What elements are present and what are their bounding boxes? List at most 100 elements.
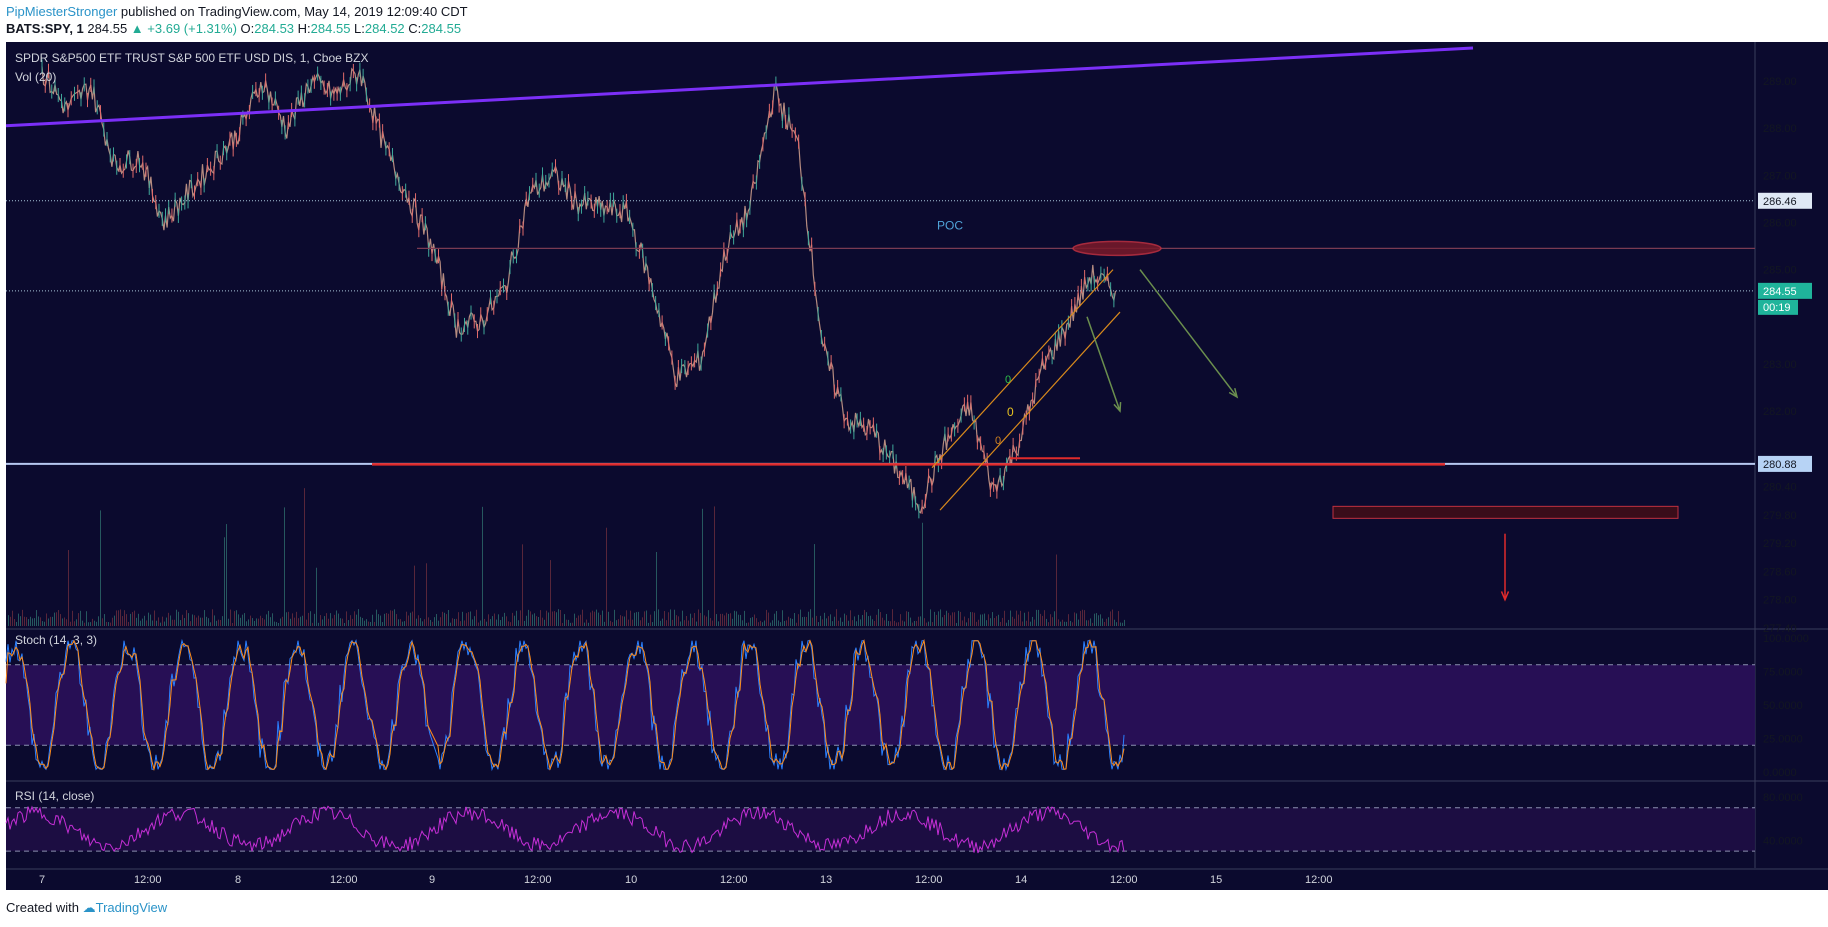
volume-bar [48,618,49,626]
volume-bar [206,616,207,626]
volume-bar [112,617,113,626]
volume-bar [830,614,831,626]
volume-bar [372,614,373,626]
volume-bar [472,619,473,626]
close-label: C: [408,21,422,36]
volume-bar [254,620,255,626]
volume-bar [470,611,471,626]
volume-bar [448,609,449,626]
volume-bar [730,613,731,626]
volume-bar [712,620,713,626]
stoch-tick-label: 100.0000 [1763,633,1809,645]
volume-bar [54,612,55,626]
volume-bar [656,552,657,626]
volume-bar [100,510,101,626]
current-price-tag: 284.55 [1763,286,1797,298]
volume-bar [484,618,485,626]
volume-bar [564,614,565,626]
volume-bar [920,616,921,626]
volume-bar [434,617,435,626]
volume-bar [156,620,157,626]
volume-bar [328,618,329,626]
volume-bar [508,621,509,626]
volume-bar [946,610,947,626]
volume-bar [954,612,955,626]
stoch-tick-label: 0.0000 [1763,767,1797,779]
volume-bar [220,619,221,626]
volume-bar [840,617,841,626]
stoch-k-line [5,638,1125,772]
volume-bar [816,615,817,626]
volume-bar [850,610,851,626]
volume-bar [346,611,347,626]
volume-bar [400,619,401,626]
tradingview-link[interactable]: TradingView [95,900,168,915]
volume-bar [256,618,257,626]
volume-bar [944,614,945,626]
volume-bar [782,610,783,626]
time-tick-label: 7 [39,874,45,886]
volume-bar [752,617,753,626]
volume-bar [1048,622,1049,626]
volume-bar [770,622,771,626]
volume-bar [600,614,601,626]
volume-bar [1036,609,1037,626]
volume-bar [796,622,797,626]
volume-bar [970,612,971,626]
wave-label: 0 [1005,374,1011,386]
volume-bar [182,614,183,626]
volume-bar [676,615,677,626]
volume-bar [552,611,553,626]
volume-bar [566,619,567,626]
volume-bar [962,620,963,626]
volume-bar [932,622,933,626]
volume-bar [740,614,741,626]
volume-bar [228,618,229,626]
volume-bar [692,617,693,626]
volume-bar [178,611,179,626]
volume-bar [162,616,163,626]
volume-bar [1110,611,1111,626]
volume-bar [430,619,431,626]
author-link[interactable]: PipMiesterStronger [6,4,118,19]
volume-bar [1008,619,1009,626]
volume-bar [30,616,31,626]
price-tick-label: 278.00 [1763,595,1797,607]
volume-bar [726,612,727,626]
volume-bar [648,622,649,626]
volume-bar [258,618,259,626]
volume-bar [758,622,759,626]
volume-bar [742,620,743,626]
volume-bar [392,610,393,626]
volume-bar [1034,619,1035,626]
volume-bar [760,620,761,626]
volume-bar [378,614,379,626]
volume-bar [812,617,813,626]
tradingview-logo-icon: ☁ [82,900,96,915]
volume-bar [1112,609,1113,626]
footer: Created with ☁TradingView [6,900,167,916]
volume-bar [192,614,193,626]
volume-bar [338,613,339,626]
volume-bar [314,613,315,626]
volume-bar [1012,616,1013,626]
volume-bar [120,609,121,626]
volume-bar [744,610,745,626]
volume-bar [384,613,385,626]
volume-bar [996,616,997,626]
volume-bar [90,622,91,626]
volume-bar [864,609,865,626]
volume-bar [474,616,475,626]
volume-bar [1096,613,1097,626]
volume-bar [266,614,267,626]
volume-bar [530,611,531,626]
volume-bar [918,616,919,626]
volume-bar [344,622,345,626]
wave-label: 0 [1007,405,1014,419]
volume-bar [598,612,599,626]
volume-bar [298,618,299,626]
volume-bar [396,614,397,626]
volume-bar [658,609,659,626]
volume-bar [1080,610,1081,626]
